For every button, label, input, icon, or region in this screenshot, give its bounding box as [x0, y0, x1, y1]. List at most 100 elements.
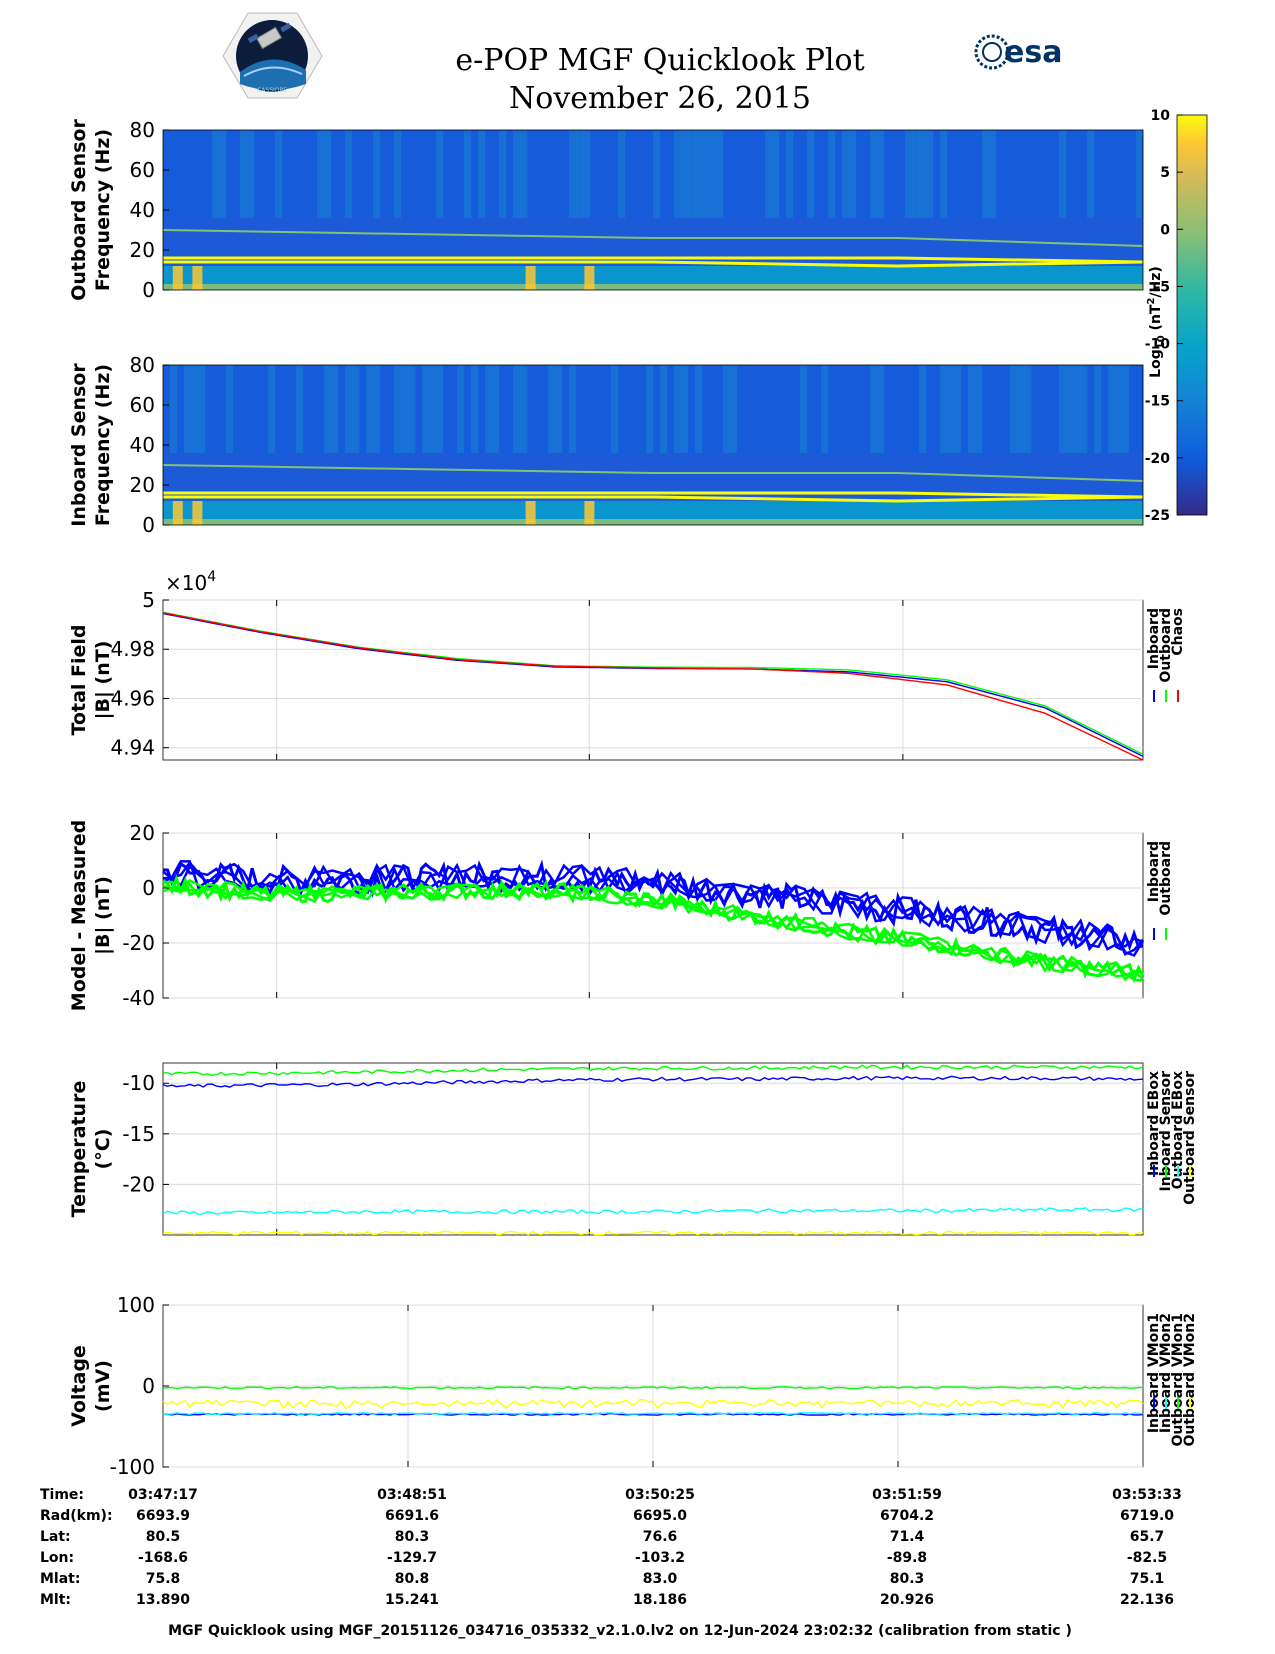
voltage-y-label: Voltage [68, 1345, 90, 1427]
inboard-spectrogram-noise-column [576, 365, 584, 453]
inboard-spectrogram-noise-column [352, 365, 360, 453]
outboard-spectrogram-noise-column [1136, 130, 1144, 218]
inboard-spectrogram-noise-column [401, 365, 409, 453]
temperature-frame [162, 1062, 1144, 1236]
inboard-spectrogram-y-tick-label: 20 [130, 473, 155, 497]
inboard-spectrogram-noise-column [240, 365, 248, 453]
outboard-spectrogram-noise-column [1080, 130, 1088, 218]
inboard-spectrogram-noise-column [947, 365, 955, 453]
outboard-spectrogram-noise-column [499, 130, 507, 218]
inboard-spectrogram-noise-column [653, 365, 661, 453]
inboard-spectrogram-noise-column [674, 365, 682, 453]
inboard-spectrogram-noise-column [1010, 365, 1018, 453]
outboard-spectrogram-noise-column [975, 130, 983, 218]
ephemeris-cell: 03:47:17 [128, 1487, 198, 1503]
inboard-spectrogram-y-tick-label: 80 [130, 353, 155, 377]
outboard-spectrogram-noise-column [1017, 130, 1025, 218]
outboard-spectrogram-noise-column [870, 130, 878, 218]
outboard-spectrogram-noise-column [716, 130, 724, 218]
outboard-spectrogram-noise-column [723, 130, 731, 218]
inboard-spectrogram-noise-column [527, 365, 535, 453]
outboard-spectrogram-noise-column [485, 130, 493, 218]
model-measured-y-label: |B| (nT) [92, 876, 114, 955]
outboard-spectrogram-noise-column [198, 130, 206, 218]
inboard-spectrogram-noise-column [863, 365, 871, 453]
voltage-y-tick-label: -100 [110, 1455, 155, 1479]
inboard-spectrogram-spectral-line [163, 495, 1144, 503]
outboard-spectrogram-noise-column [919, 130, 927, 218]
outboard-spectrogram-noise-column [821, 130, 829, 218]
colorbar-tick-label: 5 [1160, 165, 1170, 181]
colorbar-gradient [1176, 114, 1208, 516]
outboard-spectrogram-noise-column [751, 130, 759, 218]
model-measured-series-band [162, 860, 1144, 951]
inboard-spectrogram-noise-column [457, 365, 465, 453]
outboard-spectrogram-dc-band [163, 284, 1143, 290]
inboard-spectrogram-noise-column [345, 365, 353, 453]
outboard-spectrogram-noise-column [247, 130, 255, 218]
ephemeris-cell: -129.7 [387, 1550, 437, 1566]
ephemeris-cell: 80.3 [395, 1529, 430, 1545]
inboard-spectrogram-noise-column [513, 365, 521, 453]
ephemeris-cell: 18.186 [633, 1592, 687, 1608]
inboard-spectrogram-noise-column [786, 365, 794, 453]
outboard-spectrogram-noise-column [317, 130, 325, 218]
temperature-y-tick-label: -10 [122, 1071, 155, 1095]
inboard-spectrogram-noise-column [940, 365, 948, 453]
page-date: November 26, 2015 [509, 81, 811, 116]
outboard-spectrogram-noise-column [401, 130, 409, 218]
colorbar-label-sup: 2 [1146, 298, 1157, 305]
outboard-spectrogram-noise-column [905, 130, 913, 218]
outboard-spectrogram-noise-column [912, 130, 920, 218]
outboard-spectrogram-noise-column [240, 130, 248, 218]
outboard-spectrogram-noise-column [1122, 130, 1130, 218]
inboard-spectrogram-noise-column [849, 365, 857, 453]
colorbar-tick-label: -20 [1145, 451, 1171, 467]
inboard-spectrogram-noise-column [429, 365, 437, 453]
temperature-legend-label: Outboard EBox [1170, 1071, 1186, 1189]
outboard-spectrogram-noise-column [352, 130, 360, 218]
inboard-spectrogram-noise-column [1017, 365, 1025, 453]
ephemeris-cell: 71.4 [890, 1529, 925, 1545]
inboard-spectrogram-noise-column [604, 365, 612, 453]
outboard-spectrogram-noise-column [807, 130, 815, 218]
inboard-spectrogram-noise-column [177, 365, 185, 453]
inboard-spectrogram-noise-column [730, 365, 738, 453]
outboard-spectrogram-noise-column [961, 130, 969, 218]
outboard-spectrogram-noise-column [394, 130, 402, 218]
outboard-spectrogram-noise-column [863, 130, 871, 218]
outboard-spectrogram-noise-column [618, 130, 626, 218]
colorbar-tick-label: 0 [1160, 222, 1170, 238]
outboard-spectrogram-y-tick-label: 0 [142, 278, 155, 302]
inboard-spectrogram-noise-column [254, 365, 262, 453]
temperature-y-label: Temperature [68, 1081, 90, 1218]
ephemeris-cell: 6693.9 [136, 1508, 190, 1524]
outboard-spectrogram-noise-column [709, 130, 717, 218]
outboard-spectrogram-noise-column [1066, 130, 1074, 218]
model-measured-legend-label: Outboard [1158, 841, 1174, 916]
outboard-spectrogram-burst [584, 266, 595, 290]
inboard-spectrogram-noise-column [338, 365, 346, 453]
colorbar-tick-label: -15 [1145, 394, 1170, 410]
inboard-spectrogram-noise-column [1066, 365, 1074, 453]
outboard-spectrogram-noise-column [254, 130, 262, 218]
inboard-spectrogram-noise-column [618, 365, 626, 453]
total-field-y-label: Total Field [68, 624, 90, 735]
outboard-spectrogram-noise-column [800, 130, 808, 218]
outboard-spectrogram-noise-column [1087, 130, 1095, 218]
inboard-spectrogram-noise-column [198, 365, 206, 453]
outboard-spectrogram-noise-column [527, 130, 535, 218]
inboard-spectrogram-noise-column [1045, 365, 1053, 453]
colorbar-label-end: /Hz) [1148, 266, 1164, 297]
inboard-spectrogram-noise-column [317, 365, 325, 453]
temperature-y-label: (°C) [92, 1129, 114, 1170]
outboard-spectrogram-noise-column [646, 130, 654, 218]
inboard-spectrogram-noise-column [891, 365, 899, 453]
inboard-spectrogram-noise-column [1031, 365, 1039, 453]
inboard-spectrogram-noise-column [268, 365, 276, 453]
inboard-spectrogram-noise-column [499, 365, 507, 453]
outboard-spectrogram-noise-column [926, 130, 934, 218]
outboard-spectrogram-noise-column [667, 130, 675, 218]
